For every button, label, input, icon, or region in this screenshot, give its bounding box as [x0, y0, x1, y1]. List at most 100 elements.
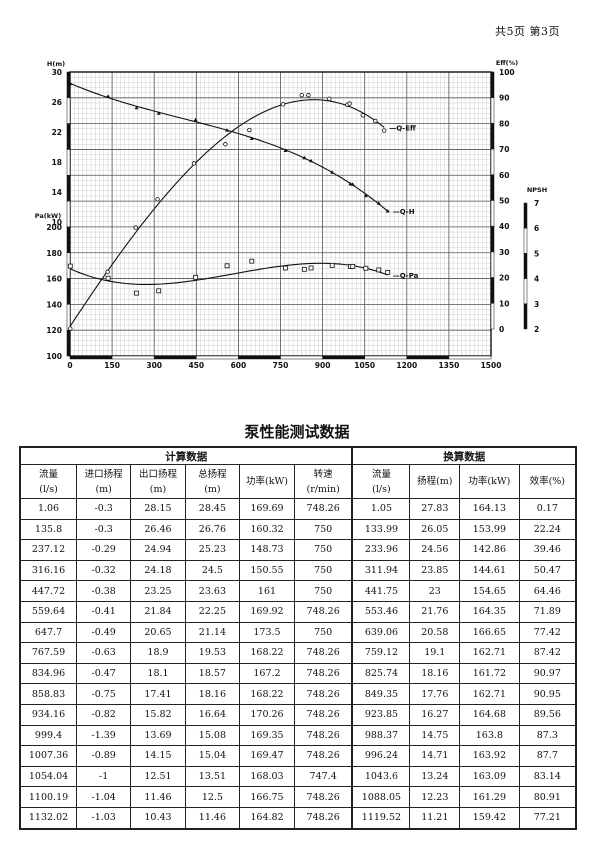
column-header: 流量 (l/s)	[351, 464, 411, 499]
y-tick-label: 50	[499, 197, 509, 206]
table-cell: 166.75	[239, 786, 295, 808]
axis-bar	[448, 355, 492, 360]
table-cell: 169.47	[239, 745, 295, 767]
table-row: 1100.19 -1.04 11.46 12.5 166.75 748.26 1088.05…	[19, 786, 577, 808]
table-cell: 169.92	[239, 600, 295, 623]
table-cell: 163.92	[459, 745, 520, 767]
table-cell: 767.59	[19, 642, 78, 664]
table-cell: 13.24	[409, 765, 461, 788]
table-cell: 747.4	[293, 765, 353, 788]
data-point	[327, 96, 332, 102]
data-point	[156, 111, 161, 115]
table-cell: 90.97	[518, 662, 577, 685]
series-label: —Q-Pa	[393, 272, 419, 280]
y-tick-label: 10	[499, 299, 509, 308]
data-point	[68, 81, 73, 86]
axis-bar	[490, 303, 495, 330]
curve-q-eff	[69, 99, 385, 327]
data-point	[105, 275, 111, 281]
table-cell: 90.95	[518, 683, 577, 705]
axis-bar	[523, 303, 528, 330]
table-cell: 154.65	[459, 580, 520, 602]
table-cell: 858.83	[19, 683, 78, 705]
table-row: 316.16 -0.32 24.18 24.5 150.55 750 311.94 23.85…	[19, 559, 577, 582]
table-cell: 12.51	[130, 765, 186, 788]
y-tick-label: 30	[52, 68, 62, 77]
y-tick-label: 90	[499, 94, 509, 103]
table-cell: -0.47	[76, 662, 132, 685]
y-tick-label: 22	[52, 128, 62, 137]
column-header: 转速 (r/min)	[293, 464, 353, 499]
table-cell: 163.09	[459, 765, 520, 788]
table-cell: 1132.02	[19, 806, 78, 830]
table-cell: 28.45	[184, 498, 241, 520]
axis-label-NPSH: NPSH	[527, 186, 547, 194]
axis-bar	[490, 277, 495, 304]
table-cell: 22.24	[518, 518, 577, 541]
table-row: 1.06 -0.3 28.15 28.45 169.69 748.26 1.05 27.83 1…	[19, 498, 577, 520]
y-tick-label: 6	[534, 224, 539, 233]
group-header-computed: 计算数据	[19, 446, 353, 465]
table-cell: 553.46	[351, 600, 411, 623]
table-cell: -0.32	[76, 559, 132, 582]
x-tick-label: 900	[315, 361, 331, 370]
data-point	[329, 262, 335, 268]
table-cell: 748.26	[293, 642, 353, 664]
y-tick-label: 160	[46, 275, 62, 284]
y-tick-label: 20	[499, 274, 509, 283]
table-cell: 169.69	[239, 498, 295, 520]
table-cell: 169.35	[239, 724, 295, 747]
data-point	[224, 263, 230, 269]
table-cell: 825.74	[351, 662, 411, 685]
table-cell: 163.8	[459, 724, 520, 747]
table-cell: 24.56	[409, 539, 461, 561]
data-point	[249, 136, 254, 140]
table-cell: 19.1	[409, 642, 461, 664]
table-cell: 133.99	[351, 518, 411, 541]
data-point	[302, 155, 307, 160]
data-point	[193, 117, 198, 122]
table-cell: 20.58	[409, 621, 461, 644]
table-cell: 14.75	[409, 724, 461, 747]
data-point	[350, 182, 355, 186]
table-cell: -0.3	[76, 498, 132, 520]
table-cell: -1.04	[76, 786, 132, 808]
y-tick-label: 5	[534, 249, 539, 258]
axis-bar	[523, 253, 528, 279]
table-row: 999.4 -1.39 13.69 15.08 169.35 748.26 988.37 14…	[19, 724, 577, 747]
table-cell: -0.38	[76, 580, 132, 602]
table-cell: 237.12	[19, 539, 78, 561]
x-tick-label: 1050	[354, 361, 375, 370]
column-header: 扬程(m)	[409, 464, 461, 499]
data-point	[376, 201, 381, 205]
y-tick-label: 10	[52, 218, 62, 227]
table-cell: 22.25	[184, 600, 241, 623]
data-point	[385, 209, 390, 213]
axis-bar	[66, 175, 71, 202]
table-cell: 64.46	[518, 580, 577, 602]
y-tick-label: 60	[499, 171, 509, 180]
group-header-converted: 换算数据	[351, 446, 577, 465]
table-cell: 647.7	[19, 621, 78, 644]
axis-bar	[66, 97, 71, 124]
table-cell: 167.2	[239, 662, 295, 685]
table-cell: 161.29	[459, 786, 520, 808]
data-point	[225, 128, 230, 132]
table-cell: -0.3	[76, 518, 132, 541]
table-cell: -0.41	[76, 600, 132, 623]
table-cell: 748.26	[293, 724, 353, 747]
table-cell: 26.46	[130, 518, 186, 541]
y-tick-label: 30	[499, 248, 509, 257]
axis-bar	[490, 123, 495, 150]
axis-bar	[406, 355, 450, 360]
table-cell: 150.55	[239, 559, 295, 582]
data-point	[347, 101, 352, 106]
axis-bar	[280, 355, 323, 360]
data-point	[360, 113, 366, 118]
table-cell: 24.94	[130, 539, 186, 561]
table-cell: 16.27	[409, 703, 461, 726]
table-cell: 164.82	[239, 806, 295, 830]
table-cell: 15.82	[130, 703, 186, 726]
table-cell: 25.23	[184, 539, 241, 561]
table-cell: 748.26	[293, 683, 353, 705]
